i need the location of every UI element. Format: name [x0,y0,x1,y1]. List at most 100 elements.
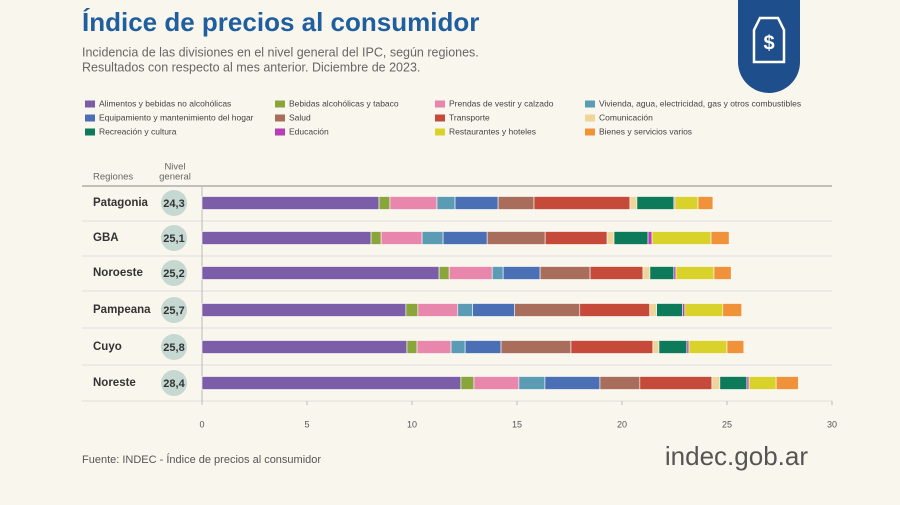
bar-segment [491,266,504,280]
bar-segment [406,340,418,354]
bar-segment [442,231,488,245]
legend-swatch [435,100,445,108]
subtitle: Resultados con respecto al mes anterior.… [82,60,420,74]
x-tick-label: 20 [617,419,627,429]
total-badge [161,370,187,396]
bar-segment [713,266,732,280]
category-label: Noreste [93,377,136,389]
bar-segment [201,196,380,210]
bar-segment [497,196,535,210]
bar-segment [416,340,452,354]
bar-segment [460,376,475,390]
bar-segment [539,266,591,280]
bar-segment [201,303,407,317]
category-label: Pampeana [93,304,151,316]
bar-segment [710,231,730,245]
bar-segment [370,231,382,245]
bar-segment [486,231,546,245]
bar-segment [636,196,675,210]
bar-segment [649,303,657,317]
bar-segment [378,196,391,210]
bar-segment [454,196,499,210]
category-label: GBA [93,232,119,244]
bar-segment [500,340,572,354]
total-badge [161,334,187,360]
bar-segment [201,340,408,354]
bar-segment [533,196,631,210]
legend-label: Transporte [449,112,490,122]
column-header: Nivel [164,162,185,173]
badge: $ [738,0,800,93]
bar-segment [697,196,714,210]
bar-segment [389,196,438,210]
legend-label: Bienes y servicios varios [599,126,692,136]
category-label: Patagonia [93,197,149,209]
bar-segment [436,196,456,210]
legend-swatch [435,114,445,122]
total-badge [161,260,187,286]
bar-segment [457,303,473,317]
bar-segment [421,231,444,245]
bar-segment [613,231,649,245]
bar-segment [502,266,541,280]
x-tick-label: 30 [827,419,837,429]
bar-segment [651,231,712,245]
bar-segment [674,196,699,210]
legend-label: Equipamiento y mantenimiento del hogar [99,112,254,122]
bar-segment [570,340,654,354]
bar-segment [201,231,372,245]
chart-title: Índice de precios al consumidor [82,7,479,37]
total-badge [161,297,187,323]
legend-swatch [275,114,285,122]
bar-segment [514,303,581,317]
bar-segment [417,303,459,317]
source: Fuente: INDEC - Índice de precios al con… [82,453,321,466]
bar-segment [450,340,466,354]
bar-segment [682,303,686,317]
bar-segment [448,266,493,280]
bar-segment [201,376,462,390]
bar-segment [599,376,641,390]
bar-segment [748,376,777,390]
bar-segment [719,376,748,390]
legend-label: Comunicación [599,112,653,122]
bar-segment [642,266,651,280]
bar-segment [722,303,742,317]
legend-swatch [85,128,95,136]
legend-swatch [435,128,445,136]
legend-label: Vivienda, agua, electricidad, gas y otro… [599,98,801,108]
total-label: 25,2 [163,268,184,280]
bar-segment [201,266,440,280]
bar-segment [675,266,715,280]
bar-segment [639,376,713,390]
category-label: Cuyo [93,341,122,353]
legend-swatch [275,100,285,108]
column-header: Regiones [93,172,133,183]
bar-segment [726,340,745,354]
legend-label: Restaurantes y hoteles [449,126,536,136]
bar-segment [380,231,423,245]
legend-swatch [85,114,95,122]
svg-text:$: $ [763,32,774,54]
bar-segment [673,266,677,280]
bar-segment [652,340,660,354]
bar-segment [684,303,724,317]
bar-segment [518,376,546,390]
total-label: 24,3 [163,198,184,210]
legend-swatch [275,128,285,136]
legend-label: Salud [289,112,311,122]
total-label: 25,8 [163,342,184,354]
bar-segment [686,340,690,354]
bar-segment [656,303,683,317]
bar-segment [629,196,638,210]
bar-segment [472,303,515,317]
bar-segment [579,303,651,317]
bar-segment [464,340,502,354]
x-tick-label: 10 [407,419,417,429]
total-label: 28,4 [163,378,185,390]
legend-label: Recreación y cultura [99,126,177,136]
total-badge [161,190,187,216]
category-label: Noroeste [93,267,143,279]
bar-segment [589,266,644,280]
